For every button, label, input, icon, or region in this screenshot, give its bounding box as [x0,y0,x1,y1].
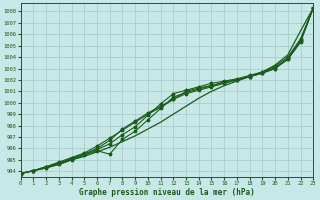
X-axis label: Graphe pression niveau de la mer (hPa): Graphe pression niveau de la mer (hPa) [79,188,255,197]
